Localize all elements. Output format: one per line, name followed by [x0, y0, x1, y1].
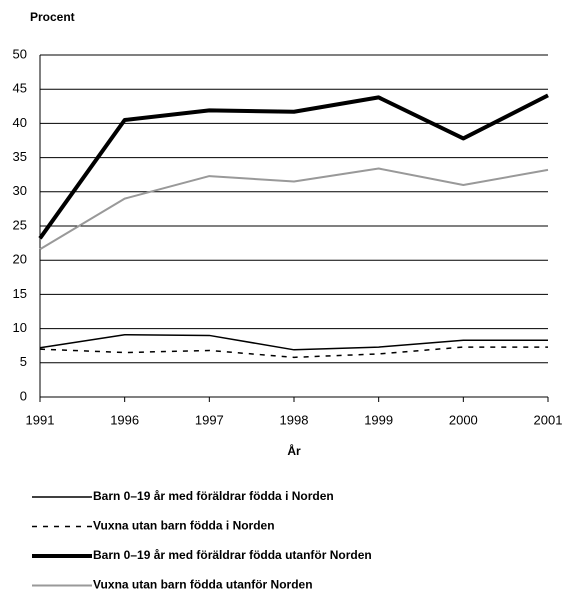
y-tick-label: 50	[13, 46, 27, 61]
legend-label: Vuxna utan barn födda i Norden	[93, 519, 275, 533]
legend-label: Vuxna utan barn födda utanför Norden	[93, 578, 313, 592]
x-tick-label: 2000	[449, 412, 478, 427]
legend-label: Barn 0–19 år med föräldrar födda i Norde…	[93, 489, 334, 503]
x-tick-label: 1991	[26, 412, 55, 427]
x-tick-label: 1997	[195, 412, 224, 427]
y-tick-label: 30	[13, 183, 27, 198]
y-tick-label: 15	[13, 286, 27, 301]
y-tick-label: 5	[20, 354, 27, 369]
x-tick-label: 1999	[364, 412, 393, 427]
y-tick-label: 20	[13, 252, 27, 267]
series-line	[39, 167, 549, 251]
y-tick-label: 40	[13, 115, 27, 130]
series-line	[39, 334, 548, 351]
x-tick-label: 1998	[280, 412, 309, 427]
y-tick-label: 0	[20, 388, 27, 403]
x-tick-label: 2001	[534, 412, 563, 427]
x-tick-label: 1996	[110, 412, 139, 427]
series-line	[39, 346, 548, 359]
y-tick-label: 35	[13, 149, 27, 164]
legend-label: Barn 0–19 år med föräldrar födda utanför…	[93, 548, 372, 562]
y-tick-label: 45	[13, 81, 27, 96]
y-axis-label: Procent	[30, 10, 75, 24]
y-tick-label: 10	[13, 320, 27, 335]
series-line	[38, 93, 549, 240]
y-tick-label: 25	[13, 217, 27, 232]
x-axis-label: År	[287, 443, 301, 458]
